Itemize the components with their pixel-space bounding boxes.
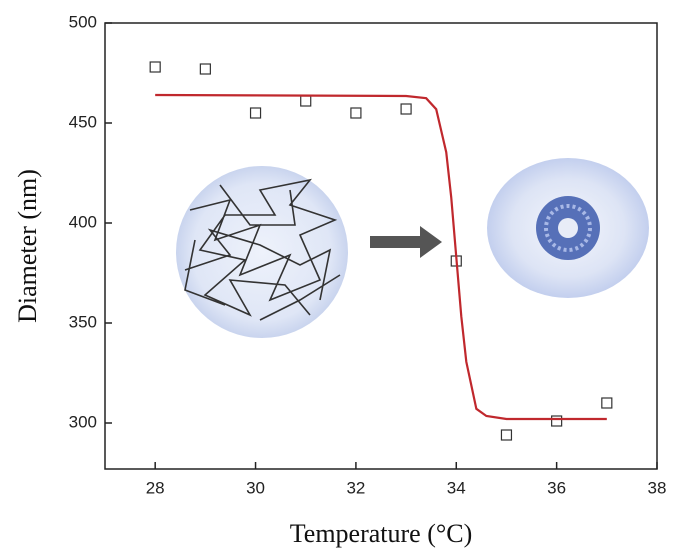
- x-axis-title: Temperature (°C): [290, 519, 473, 548]
- data-point: [249, 107, 262, 119]
- y-axis-title: Diameter (nm): [13, 169, 42, 323]
- y-tick-label: 450: [69, 112, 97, 131]
- data-point: [199, 63, 211, 75]
- data-point: [350, 107, 362, 119]
- data-point: [300, 95, 312, 107]
- data-point: [500, 429, 513, 441]
- illustration: [176, 158, 649, 338]
- x-tick-label: 28: [146, 478, 165, 497]
- x-tick-label: 38: [648, 478, 667, 497]
- plot-frame: [104, 22, 658, 470]
- x-tick-label: 34: [447, 478, 466, 497]
- x-tick-label: 32: [346, 478, 365, 497]
- data-point: [400, 103, 412, 115]
- x-tick-label: 36: [547, 478, 566, 497]
- data-point: [601, 397, 613, 409]
- x-tick-label: 30: [246, 478, 265, 497]
- y-tick-label: 300: [69, 412, 97, 431]
- fit-line: [155, 93, 607, 421]
- data-point: [149, 61, 161, 73]
- y-tick-label: 400: [69, 212, 97, 231]
- data-point: [551, 415, 563, 427]
- y-tick-label: 500: [69, 12, 97, 31]
- y-tick-label: 350: [69, 312, 97, 331]
